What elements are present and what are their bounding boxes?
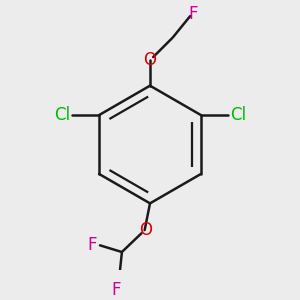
Text: Cl: Cl bbox=[54, 106, 70, 124]
Text: F: F bbox=[189, 5, 198, 23]
Text: F: F bbox=[87, 236, 97, 254]
Text: O: O bbox=[143, 51, 157, 69]
Text: O: O bbox=[140, 221, 152, 239]
Text: Cl: Cl bbox=[230, 106, 246, 124]
Text: F: F bbox=[112, 280, 121, 298]
